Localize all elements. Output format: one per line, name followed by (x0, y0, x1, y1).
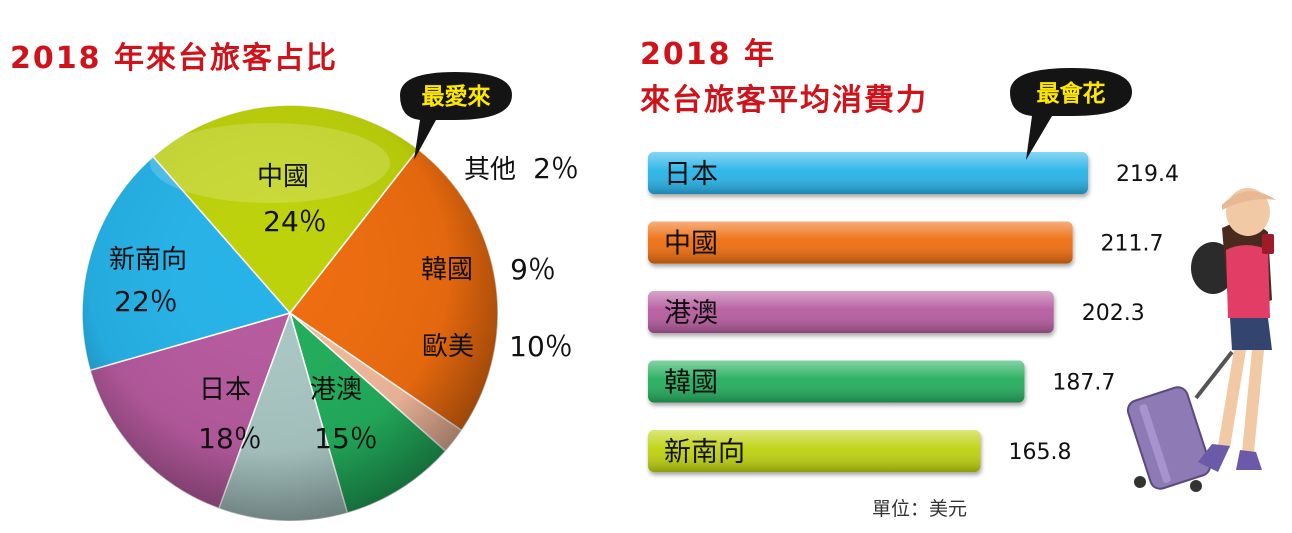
bar-chart-title-line1: 2018 年 (640, 37, 776, 72)
pie-slice-value-6: 22％ (114, 285, 178, 318)
bar-category-label-2: 港澳 (664, 298, 718, 329)
bar-category-label-0: 日本 (664, 159, 718, 190)
bar-chart: 日本 219.4 中國 211.7 港澳 202.3 韓國 187.7 新南向 165.8 (648, 152, 1179, 472)
traveler-illustration (1126, 188, 1276, 492)
pie-slice-label-0: 中國 (257, 162, 309, 192)
bar-unit-note: 單位：美元 (872, 498, 967, 520)
pie-slice-value-0: 24％ (263, 205, 327, 238)
pie-slice-label-1: 其他 (464, 155, 516, 185)
pie-slice-label-3: 歐美 (422, 332, 474, 362)
bar-category-label-1: 中國 (664, 229, 718, 260)
bar-category-label-3: 韓國 (664, 368, 718, 399)
pie-slice-value-1: 2％ (533, 152, 579, 185)
pie-slice-label-4: 港澳 (310, 375, 362, 405)
pie-callout: 最愛來 (400, 72, 512, 160)
pie-slice-label-5: 日本 (199, 375, 251, 405)
pie-slice-value-3: 10％ (509, 330, 573, 363)
bar-value-label-1: 211.7 (1101, 232, 1164, 257)
pie-slice-label-2: 韓國 (421, 255, 473, 285)
bar-value-label-3: 187.7 (1052, 371, 1115, 396)
bar-value-label-4: 165.8 (1009, 440, 1072, 465)
pie-slice-value-5: 18％ (198, 422, 262, 455)
bar-shade-4 (648, 430, 981, 472)
pie-slice-value-4: 15％ (314, 422, 378, 455)
bar-chart-title-line2: 來台旅客平均消費力 (640, 83, 928, 118)
pie-slice-value-2: 9％ (510, 253, 556, 286)
bar-shade-3 (648, 360, 1025, 403)
pie-slice-label-6: 新南向 (109, 245, 187, 275)
pie-callout-text: 最愛來 (422, 84, 491, 110)
bar-shade-1 (648, 221, 1073, 264)
bar-category-label-4: 新南向 (664, 437, 745, 468)
pie-labels: 中國 24％ 其他 2％ 韓國 9％ 歐美 10％ 港澳 15％ 日本 18％ 新南向 22％ (109, 152, 579, 455)
pie-chart-title: 2018 年來台旅客占比 (10, 41, 338, 76)
bar-value-label-0: 219.4 (1116, 162, 1179, 187)
bar-shade-2 (648, 291, 1054, 333)
pie-shade-circle (82, 105, 498, 521)
bar-callout-text: 最會花 (1037, 80, 1106, 107)
pie-shading (82, 105, 498, 521)
bar-value-label-2: 202.3 (1082, 301, 1145, 326)
pie-highlight (150, 123, 390, 203)
bar-callout: 最會花 (1010, 68, 1132, 160)
bar-shade-0 (648, 152, 1088, 194)
